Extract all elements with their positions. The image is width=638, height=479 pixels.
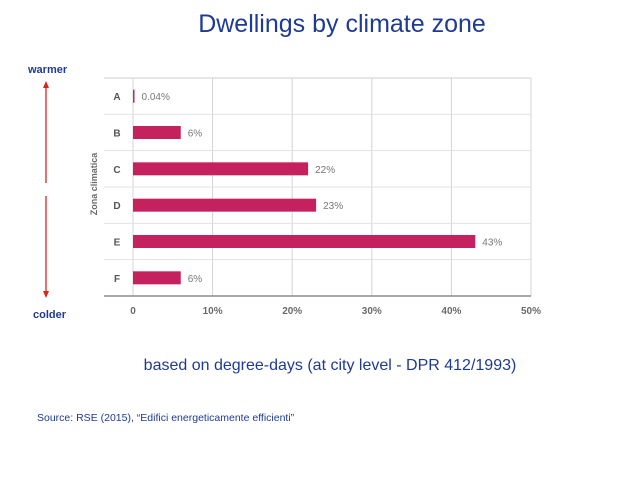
bar-a (133, 89, 135, 103)
grid-layer (104, 77, 532, 297)
value-label: 0.04% (142, 92, 170, 103)
scale-arrow (43, 81, 49, 298)
label-layer: 0 10% 20% 30% 40% 50% A 0.04% B 6% C 22% D 23% E 43% F 6% (113, 92, 541, 317)
bar-layer (133, 89, 476, 285)
value-label: 6% (188, 129, 203, 140)
value-label: 22% (315, 165, 335, 176)
x-tick-label: 40% (441, 306, 461, 317)
page-title: Dwellings by climate zone (198, 10, 486, 38)
y-axis-label: Zona climatica (89, 152, 99, 216)
x-tick-label: 30% (362, 306, 382, 317)
bar-c (133, 162, 309, 176)
category-label: F (114, 274, 120, 285)
warmer-label: warmer (28, 64, 68, 76)
x-tick-label: 20% (282, 306, 302, 317)
value-label: 23% (323, 201, 343, 212)
bar-e (133, 235, 476, 248)
x-tick-label: 10% (203, 306, 223, 317)
category-label: A (113, 92, 120, 103)
chart-subtitle: based on degree-days (at city level - DP… (143, 357, 517, 374)
value-label: 43% (482, 238, 502, 249)
arrow-up-head (43, 81, 49, 88)
category-label: D (113, 201, 120, 212)
arrow-down-head (43, 291, 49, 298)
category-label: B (113, 129, 120, 140)
x-tick-label: 50% (521, 306, 541, 317)
bar-f (133, 271, 181, 285)
category-label: C (113, 165, 120, 176)
source-note: Source: RSE (2015), “Edifici energeticam… (37, 412, 295, 424)
bar-d (133, 198, 317, 212)
category-label: E (114, 238, 121, 249)
colder-label: colder (33, 309, 67, 321)
bar-b (133, 126, 181, 139)
value-label: 6% (188, 274, 203, 285)
x-tick-label: 0 (130, 306, 136, 317)
